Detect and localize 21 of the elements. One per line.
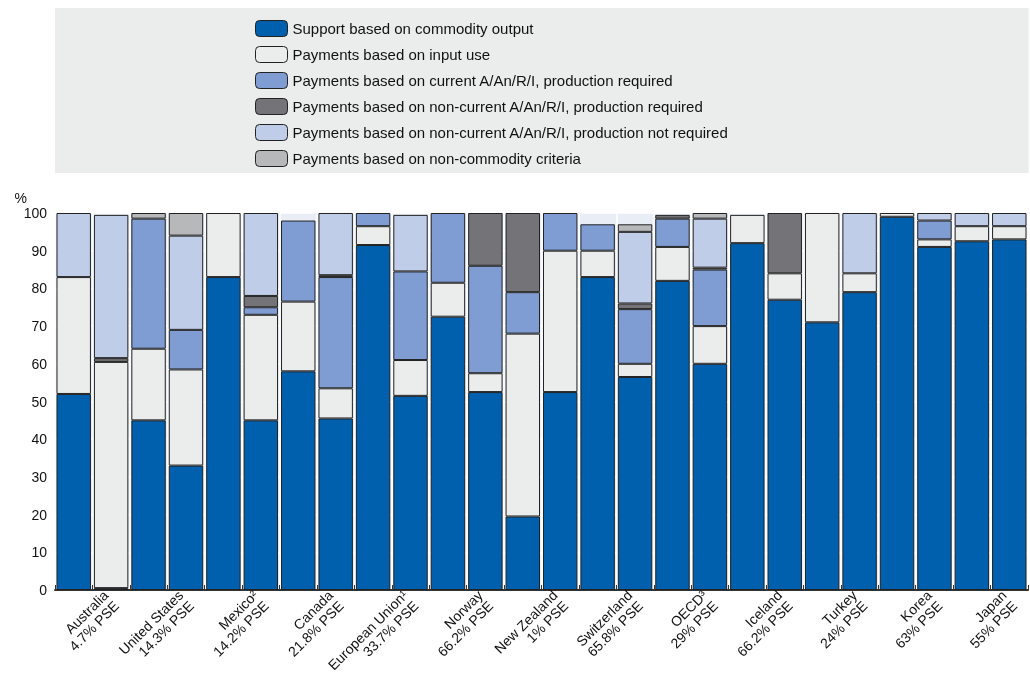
y-tick-label: 10: [31, 544, 48, 561]
y-tick-label: 30: [31, 468, 48, 485]
legend-label: Payments based on current A/An/R/I, production required: [292, 72, 673, 89]
legend-label: Support based on commodity output: [292, 20, 535, 37]
legend-label: Payments based on non-current A/An/R/I, production required: [292, 98, 703, 115]
y-tick-label: 0: [39, 582, 48, 598]
legend-label: Payments based on input use: [292, 46, 491, 63]
bar: [879, 216, 915, 590]
y-tick-label: 100: [23, 205, 48, 221]
legend-label: Payments based on non-commodity criteria: [292, 150, 582, 167]
y-tick-label: 40: [31, 431, 48, 448]
y-tick-label: 50: [31, 393, 48, 410]
legend-label: Payments based on non-current A/An/R/I, production not required: [292, 124, 728, 141]
y-axis-title: %: [14, 190, 27, 206]
y-tick-label: 20: [31, 506, 48, 523]
y-tick-label: 90: [31, 242, 48, 259]
y-tick-label: 60: [31, 355, 48, 372]
bar: [318, 213, 353, 276]
y-tick-label: 80: [31, 280, 48, 297]
bar: [93, 214, 129, 359]
y-tick-label: 70: [31, 318, 48, 335]
